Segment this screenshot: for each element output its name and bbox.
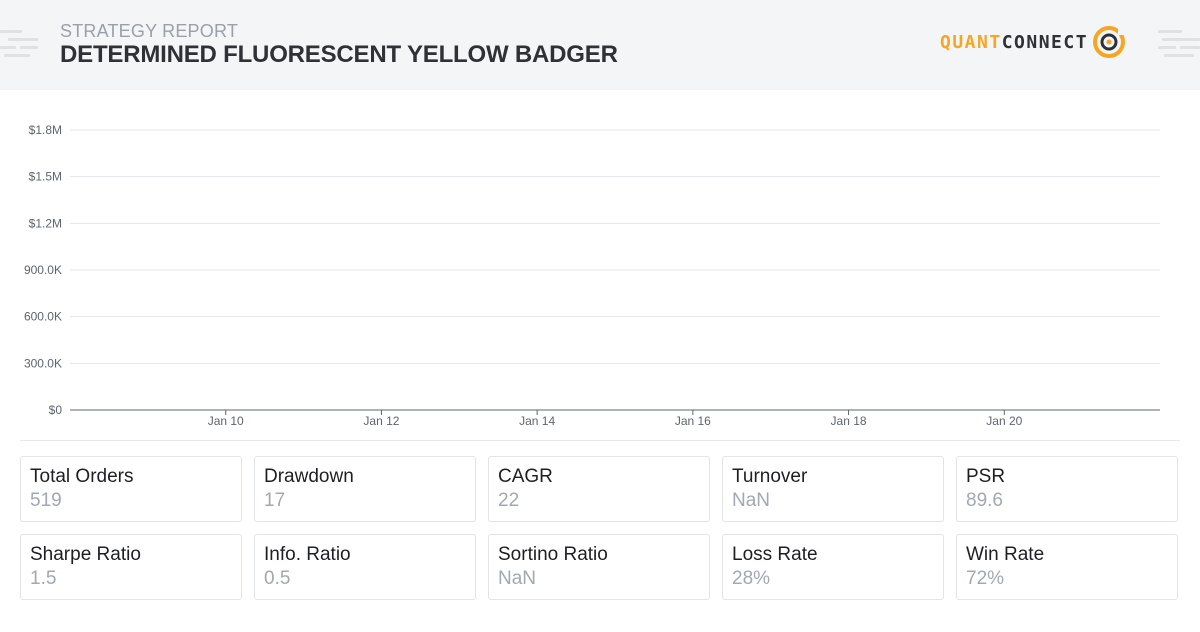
stat-label: CAGR bbox=[498, 466, 553, 487]
stat-label: Sharpe Ratio bbox=[30, 544, 141, 565]
stat-label: Win Rate bbox=[966, 544, 1045, 565]
report-header: STRATEGY REPORT DETERMINED FLUORESCENT Y… bbox=[0, 0, 1200, 90]
logo-text-connect: CONNECT bbox=[1001, 31, 1089, 53]
quantconnect-logo: QUANT CONNECT bbox=[940, 24, 1127, 60]
y-tick-label: $1.8M bbox=[29, 123, 62, 137]
stat-card-cagr: CAGR 22 bbox=[488, 456, 710, 522]
report-subtitle: STRATEGY REPORT bbox=[60, 21, 239, 41]
stat-label: Info. Ratio bbox=[264, 544, 351, 565]
x-tick-label: Jan 20 bbox=[986, 414, 1022, 428]
stat-card-total-orders: Total Orders 519 bbox=[20, 456, 242, 522]
stat-card-loss-rate: Loss Rate 28% bbox=[722, 534, 944, 600]
logo-text-quant: QUANT bbox=[940, 31, 1002, 53]
stat-label: Total Orders bbox=[30, 466, 134, 487]
stat-label: Sortino Ratio bbox=[498, 544, 608, 565]
stat-value: NaN bbox=[498, 568, 537, 589]
stat-card-turnover: Turnover NaN bbox=[722, 456, 944, 522]
stat-label: Turnover bbox=[732, 466, 808, 487]
stat-value: 22 bbox=[498, 490, 520, 511]
y-tick-label: 300.0K bbox=[24, 356, 62, 370]
stat-value: NaN bbox=[732, 490, 771, 511]
x-tick-label: Jan 10 bbox=[208, 414, 244, 428]
y-tick-label: 900.0K bbox=[24, 263, 62, 277]
x-tick-label: Jan 12 bbox=[363, 414, 399, 428]
y-tick-label: $1.5M bbox=[29, 170, 62, 184]
x-tick-label: Jan 16 bbox=[675, 414, 711, 428]
equity-chart: $0 300.0K 600.0K 900.0K $1.2M $1.5M $1.8M Jan 1… bbox=[0, 90, 1200, 440]
stat-value: 0.5 bbox=[264, 568, 291, 589]
stat-card-win-rate: Win Rate 72% bbox=[956, 534, 1178, 600]
stat-card-psr: PSR 89.6 bbox=[956, 456, 1178, 522]
stat-card-drawdown: Drawdown 17 bbox=[254, 456, 476, 522]
x-tick-label: Jan 18 bbox=[831, 414, 867, 428]
stat-label: PSR bbox=[966, 466, 1006, 487]
stat-value: 1.5 bbox=[30, 568, 57, 589]
stat-value: 89.6 bbox=[966, 490, 1003, 511]
x-tick-label: Jan 14 bbox=[519, 414, 555, 428]
stat-label: Drawdown bbox=[264, 466, 354, 487]
stat-card-sharpe-ratio: Sharpe Ratio 1.5 bbox=[20, 534, 242, 600]
y-tick-label: $0 bbox=[49, 403, 63, 417]
stat-value: 519 bbox=[30, 490, 62, 511]
quantconnect-logo-icon bbox=[1093, 26, 1127, 58]
stat-value: 72% bbox=[966, 568, 1005, 589]
stat-card-info-ratio: Info. Ratio 0.5 bbox=[254, 534, 476, 600]
equity-chart-svg: $0 300.0K 600.0K 900.0K $1.2M $1.5M $1.8M Jan 1… bbox=[24, 123, 1160, 428]
stat-value: 17 bbox=[264, 490, 286, 511]
stat-card-sortino-ratio: Sortino Ratio NaN bbox=[488, 534, 710, 600]
section-divider bbox=[20, 440, 1180, 441]
y-tick-label: 600.0K bbox=[24, 310, 62, 324]
y-tick-label: $1.2M bbox=[29, 216, 62, 230]
stat-value: 28% bbox=[732, 568, 771, 589]
stat-label: Loss Rate bbox=[732, 544, 818, 565]
strategy-title: DETERMINED FLUORESCENT YELLOW BADGER bbox=[60, 41, 618, 68]
